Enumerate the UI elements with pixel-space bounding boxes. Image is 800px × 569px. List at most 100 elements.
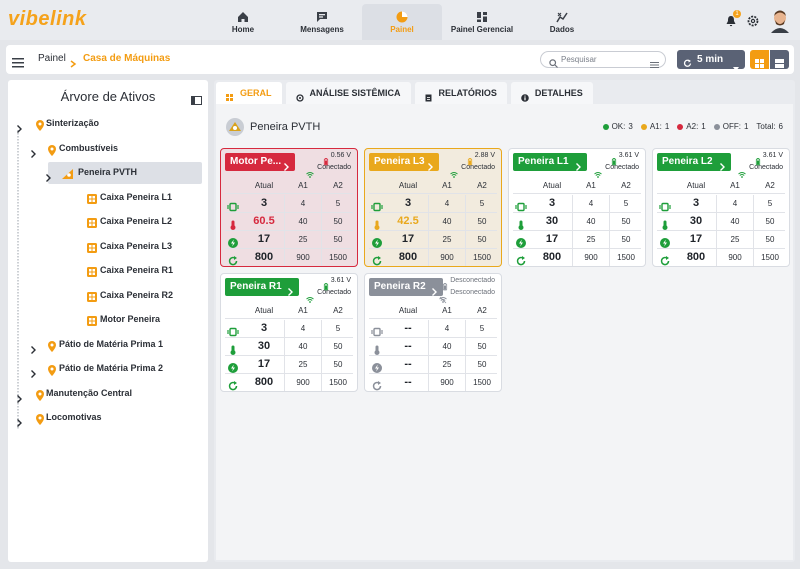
tree-item[interactable]: Caixa Peneira R2 (8, 285, 208, 307)
search-icon-part (549, 59, 557, 67)
card-name-button[interactable]: Motor Pe... (225, 153, 295, 171)
limit-value: 50 (477, 235, 487, 244)
current-value: 30 (545, 215, 559, 227)
bell-icon-part (726, 16, 736, 27)
card-name-button[interactable]: Peneira R1 (225, 278, 299, 296)
tree-icon-part (87, 193, 97, 204)
limit-value: 1500 (329, 378, 347, 387)
battery-icon-part (467, 158, 472, 166)
nav-item[interactable]: Dados (522, 4, 602, 40)
card-name-button[interactable]: Peneira R2 (369, 278, 443, 296)
status-item: A1: 1 (640, 122, 669, 131)
wifi-icon-part (309, 300, 312, 303)
search-box[interactable]: Pesquisar (540, 51, 666, 68)
current-value: -- (404, 322, 412, 334)
nav-item[interactable]: Painel Gerencial (442, 4, 522, 40)
tab-icon (226, 89, 234, 107)
tab-icon (295, 89, 304, 107)
tab[interactable]: RELATÓRIOS (414, 82, 507, 104)
tab[interactable]: GERAL (216, 82, 282, 104)
connection-label: Conectado (749, 164, 783, 171)
limit-value: 25 (442, 360, 452, 369)
column-rule (609, 213, 610, 230)
metric-icon (372, 378, 382, 396)
breadcrumb-item[interactable]: Painel (38, 53, 66, 64)
nav-icon (556, 10, 568, 28)
metric-icon (227, 324, 239, 342)
tab[interactable]: DETALHES (510, 82, 593, 104)
metric-icon (372, 360, 382, 378)
grid-icon-part (755, 59, 764, 68)
status-value: 1 (701, 122, 706, 131)
tree-item[interactable]: Caixa Peneira L2 (8, 211, 208, 233)
tree-item[interactable]: Caixa Peneira L1 (8, 187, 208, 209)
column-rule (465, 195, 466, 212)
current-value: 3 (260, 322, 268, 334)
metric-icon-part (231, 220, 235, 227)
tree-item[interactable]: Pátio de Matéria Prima 2 (8, 358, 208, 380)
metric-icon-part (231, 239, 235, 247)
nav-item[interactable]: Painel (362, 4, 442, 40)
tree-item[interactable]: Peneira PVTH (8, 162, 208, 184)
tree-label: Caixa Peneira L2 (100, 216, 173, 226)
current-value: 3 (404, 197, 412, 209)
metric-icon-part (378, 256, 381, 260)
column-header: A2 (477, 306, 487, 315)
wifi-icon (306, 290, 314, 303)
tree-icon-part (36, 414, 44, 425)
battery-status: 3.61 V (611, 152, 639, 166)
avatar-part (771, 10, 789, 33)
tree-item[interactable]: Manutenção Central (8, 383, 208, 405)
tree-item[interactable]: Caixa Peneira L3 (8, 236, 208, 258)
card-name-button[interactable]: Peneira L3 (369, 153, 439, 171)
battery-status: 2.88 V (467, 152, 495, 166)
metric-icon-part (374, 345, 380, 355)
card-name: Peneira L3 (374, 156, 425, 167)
metric-icon-part (517, 202, 525, 212)
tab[interactable]: ANÁLISE SISTÊMICA (285, 82, 411, 107)
column-header: A1 (442, 181, 452, 190)
row-rule (513, 248, 641, 249)
interval-button[interactable]: 5 min (677, 50, 745, 71)
tree-chevron (31, 365, 36, 383)
filter-icon (650, 56, 659, 74)
nav-item[interactable]: Mensagens (282, 4, 362, 40)
list-view-toggle[interactable] (770, 50, 789, 69)
tree-icon-part (89, 195, 92, 198)
nav-item[interactable]: Home (203, 4, 283, 40)
card-chevron (284, 158, 289, 176)
tab-icon-part (524, 95, 526, 97)
tree-icon-part (92, 248, 95, 251)
card-name-button[interactable]: Peneira L1 (513, 153, 587, 171)
tree-icon-part (38, 416, 42, 420)
grid-view-toggle[interactable] (750, 50, 769, 69)
card-chevron-part (576, 163, 581, 171)
metric-icon-part (372, 238, 382, 248)
tree-item[interactable]: Caixa Peneira R1 (8, 260, 208, 282)
search-icon-part (549, 59, 558, 68)
column-rule (572, 213, 573, 230)
limit-value: 40 (442, 342, 452, 351)
column-rule (609, 249, 610, 266)
card-name-button[interactable]: Peneira L2 (657, 153, 731, 171)
battery-icon (323, 277, 328, 291)
battery-voltage: 0.56 V (330, 152, 351, 159)
metric-icon (228, 217, 238, 235)
wifi-icon-part (306, 296, 314, 301)
status-dot (677, 123, 684, 130)
current-value: -- (404, 376, 412, 388)
dropdown-icon-part (733, 67, 739, 71)
wifi-icon-part (450, 171, 458, 178)
tree-item[interactable]: Pátio de Matéria Prima 1 (8, 334, 208, 356)
nav-icon-part (477, 19, 481, 22)
tree-chevron-part (17, 419, 22, 427)
metric-icon-part (515, 202, 527, 212)
tree-item[interactable]: Sinterização (8, 113, 208, 135)
tree-item[interactable]: Locomotivas (8, 407, 208, 429)
limit-value: 50 (621, 235, 631, 244)
column-header: Atual (686, 181, 706, 190)
tree-item[interactable]: Motor Peneira (8, 309, 208, 331)
column-header: A2 (477, 181, 487, 190)
tree-item[interactable]: Combustíveis (8, 138, 208, 160)
metric-icon-part (229, 327, 237, 337)
